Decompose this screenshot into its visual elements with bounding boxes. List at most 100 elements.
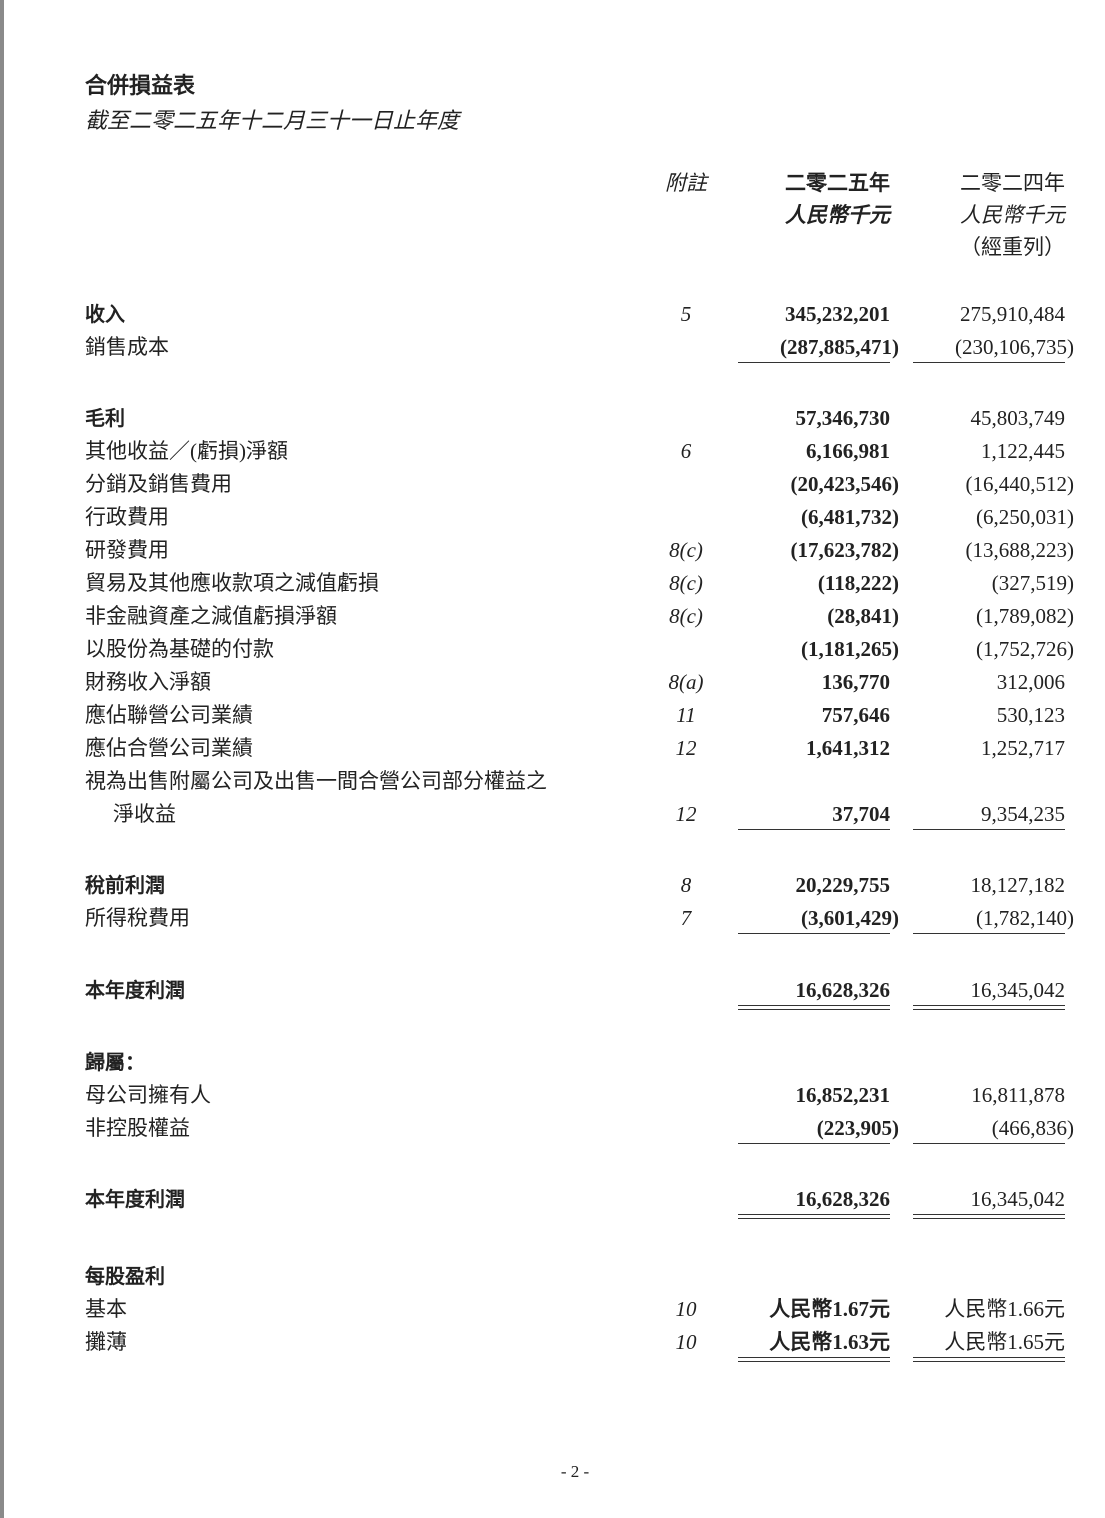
statement-period: 截至二零二五年十二月三十一日止年度: [85, 108, 460, 133]
double-underline: [738, 1005, 890, 1010]
table-row: 非金融資產之減值虧損淨額 8(c) (28,841) (1,789,082): [0, 600, 1105, 633]
value-2025: 6,166,981: [806, 439, 890, 463]
row-label: 應佔合營公司業績: [85, 736, 253, 760]
row-spacer: [0, 935, 1105, 974]
row-label: 應佔聯營公司業績: [85, 703, 253, 727]
table-row: 貿易及其他應收款項之減值虧損 8(c) (118,222) (327,519): [0, 567, 1105, 600]
table-row: 其他收益／(虧損)淨額 6 6,166,981 1,122,445: [0, 435, 1105, 468]
row-spacer: [0, 831, 1105, 869]
row-spacer: [0, 364, 1105, 402]
row-label: 貿易及其他應收款項之減值虧損: [85, 571, 379, 595]
value-2024: 9,354,235: [981, 802, 1065, 826]
underline: [738, 933, 890, 934]
value-2024: (16,440,512): [965, 472, 1075, 496]
value-2024: 16,345,042: [970, 1187, 1066, 1211]
row-label: 所得稅費用: [85, 906, 190, 930]
table-row: 淨收益 12 37,704 9,354,235: [0, 798, 1105, 831]
double-underline: [913, 1357, 1065, 1362]
value-2025: 20,229,755: [795, 873, 891, 897]
row-label: 淨收益: [113, 802, 176, 826]
table-row: 研發費用 8(c) (17,623,782) (13,688,223): [0, 534, 1105, 567]
value-2025: 人民幣1.63元: [769, 1330, 890, 1354]
row-note: 8(c): [669, 538, 703, 562]
row-label: 收入: [85, 302, 125, 326]
restated-label: （經重列）: [960, 235, 1065, 259]
column-header-2025: 二零二五年 人民幣千元: [785, 167, 890, 231]
value-2025: 57,346,730: [795, 406, 891, 430]
value-2025: (223,905): [816, 1116, 899, 1140]
underline: [738, 362, 890, 363]
double-underline: [738, 1214, 890, 1219]
row-note: 8(c): [669, 604, 703, 628]
row-label: 本年度利潤: [85, 1187, 185, 1211]
row-note: 7: [680, 906, 692, 930]
row-spacer: [0, 1216, 1105, 1260]
table-row: 母公司擁有人 16,852,231 16,811,878: [0, 1079, 1105, 1112]
value-2025: 136,770: [821, 670, 890, 694]
note-column-header: 附註: [665, 171, 707, 195]
row-label: 以股份為基礎的付款: [85, 637, 274, 661]
double-underline: [738, 1357, 890, 1362]
row-spacer: [0, 1007, 1105, 1046]
value-2025: 人民幣1.67元: [769, 1297, 890, 1321]
value-2025: 37,704: [832, 802, 890, 826]
row-label: 母公司擁有人: [85, 1083, 211, 1107]
value-2025: (1,181,265): [801, 637, 899, 661]
value-2024: (230,106,735): [955, 335, 1074, 359]
table-row: 應佔合營公司業績 12 1,641,312 1,252,717: [0, 732, 1105, 765]
value-2025: (6,481,732): [801, 505, 899, 529]
table-row: 毛利 57,346,730 45,803,749: [0, 402, 1105, 435]
underline: [913, 933, 1065, 934]
row-label: 財務收入淨額: [85, 670, 211, 694]
double-underline: [913, 1214, 1065, 1219]
table-row: 行政費用 (6,481,732) (6,250,031): [0, 501, 1105, 534]
table-row: 歸屬：: [0, 1046, 1105, 1079]
value-2024: 16,811,878: [971, 1083, 1065, 1107]
value-2024: 1,252,717: [981, 736, 1065, 760]
row-note: 11: [676, 703, 696, 727]
income-statement-table: 收入 5 345,232,201 275,910,484 銷售成本 (287,885,47…: [0, 298, 1105, 1362]
double-underline: [913, 1005, 1065, 1010]
value-2024: 人民幣1.66元: [944, 1297, 1065, 1321]
value-2024: 45,803,749: [970, 406, 1066, 430]
value-2024: 275,910,484: [960, 302, 1065, 326]
row-note: 5: [680, 302, 692, 326]
unit-2025: 人民幣千元: [785, 203, 890, 227]
year-2025: 二零二五年: [785, 171, 890, 195]
table-row: 非控股權益 (223,905) (466,836): [0, 1112, 1105, 1145]
value-2025: 16,628,326: [795, 1187, 891, 1211]
row-label: 本年度利潤: [85, 978, 185, 1002]
row-label: 基本: [85, 1297, 127, 1321]
row-label: 毛利: [85, 406, 125, 430]
row-spacer: [0, 1145, 1105, 1183]
value-2025: 16,852,231: [795, 1083, 891, 1107]
page-left-edge: [0, 0, 4, 1518]
underline: [913, 362, 1065, 363]
statement-title: 合併損益表: [85, 74, 196, 99]
underline: [738, 1143, 890, 1144]
value-2024: (1,789,082): [976, 604, 1074, 628]
unit-2024: 人民幣千元: [960, 203, 1065, 227]
row-label: 攤薄: [85, 1330, 127, 1354]
row-label: 每股盈利: [85, 1264, 165, 1288]
value-2025: 1,641,312: [806, 736, 890, 760]
row-note: 10: [675, 1330, 697, 1354]
row-label: 稅前利潤: [85, 873, 165, 897]
value-2024: 1,122,445: [981, 439, 1065, 463]
value-2024: (466,836): [991, 1116, 1074, 1140]
row-label: 非控股權益: [85, 1116, 190, 1140]
value-2025: (20,423,546): [790, 472, 900, 496]
underline: [913, 1143, 1065, 1144]
value-2024: (13,688,223): [965, 538, 1075, 562]
value-2025: (118,222): [817, 571, 899, 595]
row-note: 12: [675, 802, 697, 826]
table-row: 本年度利潤 16,628,326 16,345,042: [0, 974, 1105, 1010]
row-label: 其他收益／(虧損)淨額: [85, 439, 288, 463]
row-label: 銷售成本: [85, 335, 169, 359]
row-label: 行政費用: [85, 505, 169, 529]
row-label: 研發費用: [85, 538, 169, 562]
value-2025: 757,646: [821, 703, 890, 727]
row-note: 8: [680, 873, 692, 897]
row-note: 8(a): [668, 670, 704, 694]
row-label: 歸屬：: [85, 1050, 145, 1074]
